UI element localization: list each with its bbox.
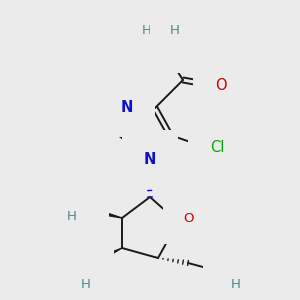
Polygon shape <box>91 248 122 265</box>
Text: O: O <box>84 266 94 280</box>
Text: O: O <box>223 266 233 280</box>
Text: N: N <box>154 37 165 52</box>
Text: N: N <box>121 100 133 116</box>
Text: Cl: Cl <box>210 140 224 154</box>
Polygon shape <box>89 208 122 218</box>
Text: H: H <box>67 209 77 223</box>
Text: H: H <box>231 278 241 292</box>
Text: H: H <box>170 23 180 37</box>
Text: N: N <box>144 152 156 166</box>
Text: O: O <box>79 202 89 215</box>
Text: O: O <box>215 77 227 92</box>
Text: O: O <box>183 212 193 224</box>
Text: H: H <box>81 278 91 292</box>
Text: H: H <box>142 23 152 37</box>
